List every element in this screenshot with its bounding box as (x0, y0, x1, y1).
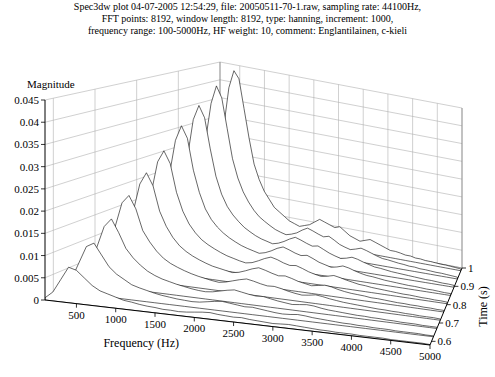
y-tick-label: 0.7 (445, 317, 459, 329)
x-tick (272, 327, 273, 331)
z-tick-label: 0.015 (14, 227, 39, 239)
grid-line (45, 115, 462, 166)
z-tick-label: 0.01 (20, 250, 39, 262)
grid-line (363, 89, 364, 249)
z-tick-label: 0.005 (14, 272, 39, 284)
grid-line (45, 98, 462, 145)
z-tick-label: 0.025 (14, 183, 39, 195)
grid-line (338, 85, 339, 245)
z-tick (41, 166, 45, 167)
grid-line (387, 94, 388, 254)
y-tick-label: 0.9 (460, 280, 474, 292)
axes: 500 1000 1500 2000 2500 3000 3500 4000 4500 5000 0… (14, 78, 490, 362)
z-tick (41, 233, 45, 234)
y-tick-label: 0.8 (453, 299, 467, 311)
grid-line (313, 80, 314, 240)
grid-line (462, 108, 463, 268)
spectrum-slice (45, 267, 430, 345)
z-tick (41, 255, 45, 256)
x-tick (194, 317, 195, 321)
z-tick (41, 122, 45, 123)
x-tick-label: 4500 (380, 345, 403, 357)
title-line: FFT points: 8192, window length: 8192, t… (102, 13, 394, 24)
y-tick-label: 0.6 (438, 335, 452, 347)
x-tick-label: 5000 (419, 350, 442, 362)
marks (45, 71, 461, 345)
grid-line (412, 99, 413, 259)
y-tick (454, 286, 458, 287)
x-tick (155, 313, 156, 317)
z-tick-label: 0 (34, 294, 40, 306)
z-tick (41, 277, 45, 278)
x-tick (390, 340, 391, 344)
z-tick-label: 0.04 (20, 116, 40, 128)
x-tick (76, 304, 77, 308)
x-axis-title: Frequency (Hz) (103, 336, 179, 350)
z-tick-label: 0.03 (20, 161, 40, 173)
x-tick (115, 308, 116, 312)
title-line: frequency range: 100-5000Hz, HF weight: … (88, 25, 407, 36)
x-tick (430, 345, 431, 349)
x-tick-label: 2500 (223, 327, 246, 339)
z-tick (41, 144, 45, 145)
z-tick-label: 0.035 (14, 138, 39, 150)
title-line: Spec3dw plot 04-07-2005 12:54:29, file: … (74, 1, 421, 12)
x-tick (312, 331, 313, 335)
grid-line (53, 98, 54, 296)
y-tick (447, 304, 451, 305)
x-tick-label: 3500 (301, 336, 324, 348)
x-tick-label: 3000 (262, 332, 285, 344)
y-tick (432, 341, 436, 342)
chart-container: Spec3dw plot 04-07-2005 12:54:29, file: … (0, 0, 495, 377)
y-tick (439, 323, 443, 324)
z-tick (41, 300, 45, 301)
x-tick-label: 4000 (340, 341, 363, 353)
x-tick-label: 1000 (105, 313, 128, 325)
z-tick-label: 0.045 (14, 94, 39, 106)
grid-line (45, 62, 462, 108)
z-axis-title: Magnitude (27, 78, 75, 90)
grid-line (289, 75, 290, 235)
z-tick-label: 0.02 (20, 205, 39, 217)
z-tick (41, 211, 45, 212)
z-tick (41, 100, 45, 101)
y-tick-label: 1 (468, 262, 474, 274)
title: Spec3dw plot 04-07-2005 12:54:29, file: … (74, 1, 421, 36)
grid-line (437, 103, 438, 263)
x-tick (351, 336, 352, 340)
z-axis-domain (45, 100, 46, 300)
x-tick-label: 2000 (183, 322, 206, 334)
z-tick (41, 188, 45, 189)
box-edge (462, 108, 463, 268)
x-tick-label: 500 (68, 309, 85, 321)
x-tick (233, 322, 234, 326)
y-axis-title: Time (s) (476, 286, 490, 327)
y-tick (462, 268, 466, 269)
chart-svg: Spec3dw plot 04-07-2005 12:54:29, file: … (0, 0, 495, 377)
x-tick-label: 1500 (144, 318, 167, 330)
